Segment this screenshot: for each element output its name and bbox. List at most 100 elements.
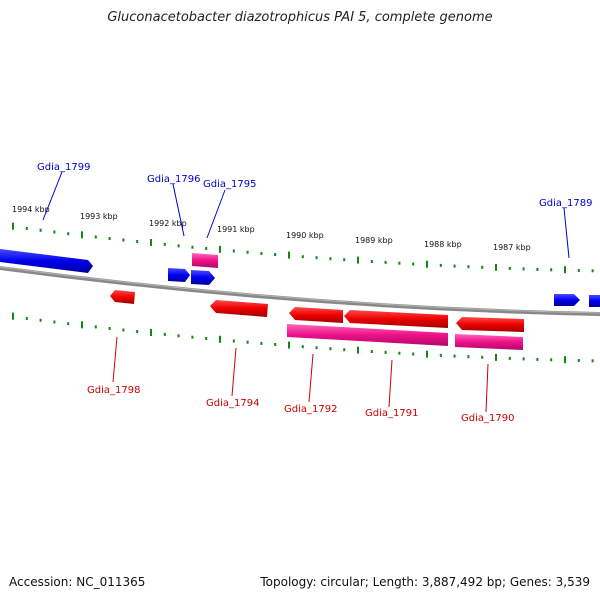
- gene-label-gdia-1795[interactable]: Gdia_1795: [203, 179, 256, 190]
- forward-label-connectors: [42, 171, 570, 259]
- connector-gdia-1795: [206, 189, 226, 239]
- minor-tick: [191, 245, 194, 249]
- gene-label-gdia-1796[interactable]: Gdia_1796: [147, 174, 200, 185]
- major-tick: [12, 312, 14, 320]
- scale-label: 1989 kbp: [355, 236, 393, 245]
- gene-arrow-gdia-1799[interactable]: [0, 249, 93, 273]
- gene-arrow-gdia-1798[interactable]: [110, 290, 135, 304]
- major-tick: [219, 245, 221, 253]
- connector-gdia-1790: [485, 363, 489, 413]
- minor-tick: [315, 256, 318, 260]
- gene-arrow-gdia-1792[interactable]: [289, 307, 343, 323]
- minor-tick: [94, 325, 97, 329]
- major-tick: [426, 260, 428, 268]
- major-tick: [564, 356, 566, 364]
- gene-label-gdia-1791[interactable]: Gdia_1791: [365, 408, 418, 419]
- minor-tick: [453, 264, 456, 268]
- minor-tick: [260, 251, 263, 255]
- minor-tick: [136, 240, 139, 243]
- rna-gene-block[interactable]: [455, 334, 523, 350]
- minor-tick: [67, 322, 70, 326]
- gene-label-gdia-1794[interactable]: Gdia_1794: [206, 398, 259, 409]
- minor-tick: [370, 260, 373, 263]
- major-tick: [81, 231, 83, 239]
- minor-tick: [508, 356, 511, 360]
- major-tick: [81, 321, 83, 329]
- minor-tick: [398, 261, 401, 265]
- minor-tick: [329, 257, 332, 261]
- minor-tick: [370, 350, 373, 353]
- major-tick: [150, 329, 152, 336]
- minor-tick: [453, 354, 456, 358]
- scale-label: 1994 kbp: [12, 205, 50, 214]
- minor-tick: [550, 358, 553, 362]
- minor-tick: [246, 340, 249, 344]
- minor-tick: [550, 268, 553, 272]
- minor-tick: [205, 337, 208, 340]
- minor-tick: [122, 328, 125, 332]
- accession-text: Accession: NC_011365: [9, 575, 146, 589]
- minor-tick: [481, 265, 484, 269]
- minor-tick: [25, 317, 28, 320]
- scale-label: 1993 kbp: [80, 212, 118, 221]
- minor-tick: [177, 334, 180, 338]
- minor-tick: [205, 247, 208, 250]
- minor-tick: [577, 359, 580, 362]
- minor-tick: [67, 232, 70, 236]
- gene-arrow-gdia-1795[interactable]: [191, 270, 215, 285]
- minor-tick: [439, 353, 442, 357]
- minor-tick: [232, 339, 235, 343]
- genome-backbone: [0, 266, 600, 316]
- gene-label-gdia-1792[interactable]: Gdia_1792: [284, 404, 337, 415]
- scale-label: 1990 kbp: [286, 231, 324, 240]
- minor-tick: [53, 320, 56, 324]
- gene-label-gdia-1799[interactable]: Gdia_1799: [37, 162, 90, 173]
- major-tick: [288, 341, 290, 349]
- scale-label: 1987 kbp: [493, 243, 531, 252]
- major-tick: [150, 239, 152, 246]
- minor-tick: [25, 227, 28, 230]
- connector-gdia-1792: [308, 353, 314, 403]
- minor-tick: [536, 357, 539, 361]
- minor-tick: [274, 253, 277, 256]
- minor-tick: [274, 343, 277, 346]
- scale-ticks-upper: [12, 222, 594, 274]
- scale-label: 1991 kbp: [217, 225, 255, 234]
- connector-gdia-1796: [172, 183, 185, 237]
- minor-tick: [191, 335, 194, 339]
- gene-arrow-gdia-1789[interactable]: [554, 294, 580, 306]
- minor-tick: [301, 255, 304, 259]
- minor-tick: [329, 347, 332, 351]
- minor-tick: [246, 250, 249, 254]
- connector-gdia-1799: [42, 171, 63, 221]
- rna-gene-block-upper[interactable]: [192, 253, 218, 268]
- gene-arrow-gdia-1796[interactable]: [168, 268, 190, 282]
- gene-label-gdia-1790[interactable]: Gdia_1790: [461, 413, 514, 424]
- connector-gdia-1798: [112, 336, 118, 383]
- minor-tick: [591, 269, 594, 273]
- major-tick: [357, 346, 359, 354]
- minor-tick: [508, 266, 511, 270]
- minor-tick: [343, 258, 346, 262]
- gene-arrow-gdia-1790[interactable]: [456, 317, 524, 332]
- major-tick: [564, 266, 566, 274]
- rna-gene-block[interactable]: [287, 324, 448, 346]
- minor-tick: [108, 237, 111, 240]
- minor-tick: [177, 244, 180, 248]
- minor-tick: [163, 332, 166, 336]
- major-tick: [426, 350, 428, 358]
- gene-arrow-gdia-1791[interactable]: [344, 310, 448, 328]
- gene-arrow-gdia-1794[interactable]: [210, 300, 268, 317]
- minor-tick: [481, 355, 484, 359]
- minor-tick: [398, 351, 401, 355]
- connector-gdia-1794: [231, 347, 237, 397]
- gene-arrow-partial[interactable]: [589, 295, 600, 307]
- gene-label-gdia-1798[interactable]: Gdia_1798: [87, 385, 140, 396]
- minor-tick: [122, 238, 125, 242]
- gene-label-gdia-1789[interactable]: Gdia_1789: [539, 198, 592, 209]
- minor-tick: [522, 357, 525, 361]
- major-tick: [495, 353, 497, 361]
- major-tick: [219, 335, 221, 343]
- minor-tick: [53, 230, 56, 234]
